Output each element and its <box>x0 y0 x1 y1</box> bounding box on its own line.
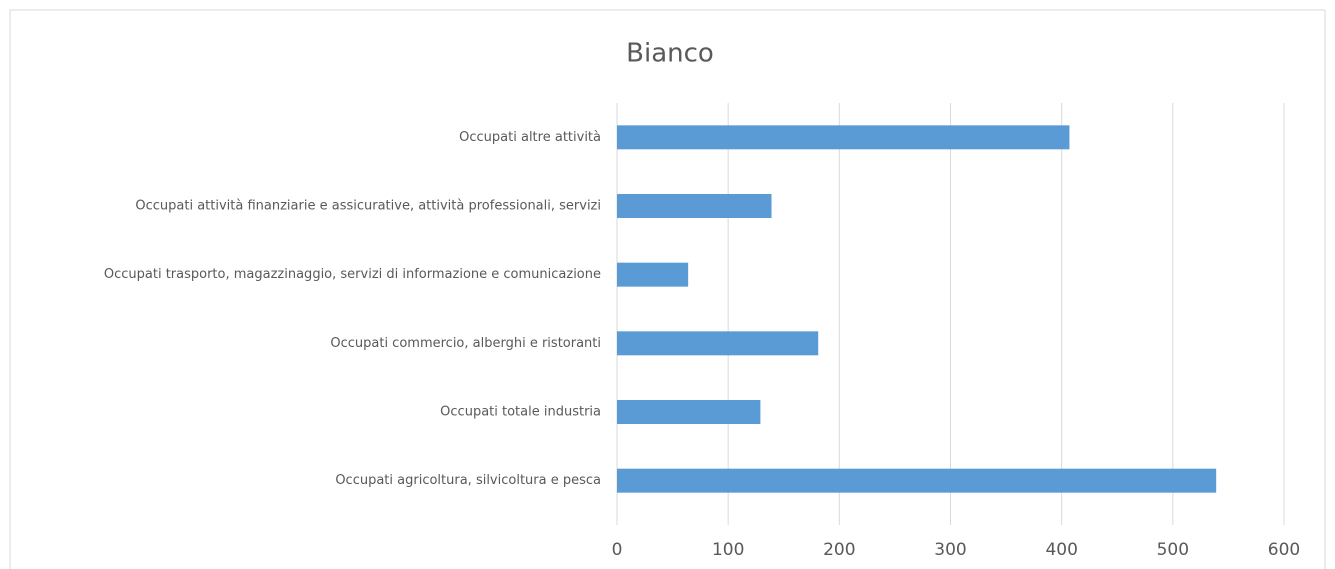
x-tick-label: 600 <box>1268 540 1300 560</box>
x-tick-label: 300 <box>934 540 966 560</box>
x-tick-label: 500 <box>1157 540 1189 560</box>
y-tick-label: Occupati totale industria <box>440 405 601 420</box>
x-tick-label: 0 <box>612 540 623 560</box>
chart-title: Bianco <box>626 39 714 69</box>
y-tick-label: Occupati attività finanziarie e assicura… <box>135 199 601 214</box>
x-tick-label: 400 <box>1045 540 1077 560</box>
bar <box>617 331 819 356</box>
bar <box>617 194 772 218</box>
bar <box>617 468 1217 493</box>
y-tick-label: Occupati trasporto, magazzinaggio, servi… <box>104 267 601 282</box>
y-tick-label: Occupati commercio, alberghi e ristorant… <box>330 336 601 351</box>
x-tick-label: 200 <box>823 540 855 560</box>
x-tick-label: 100 <box>712 540 744 560</box>
bar <box>617 262 689 287</box>
y-tick-label: Occupati agricoltura, silvicoltura e pes… <box>335 473 601 488</box>
bar <box>617 400 761 424</box>
bar <box>617 125 1070 150</box>
y-tick-label: Occupati altre attività <box>459 130 601 145</box>
